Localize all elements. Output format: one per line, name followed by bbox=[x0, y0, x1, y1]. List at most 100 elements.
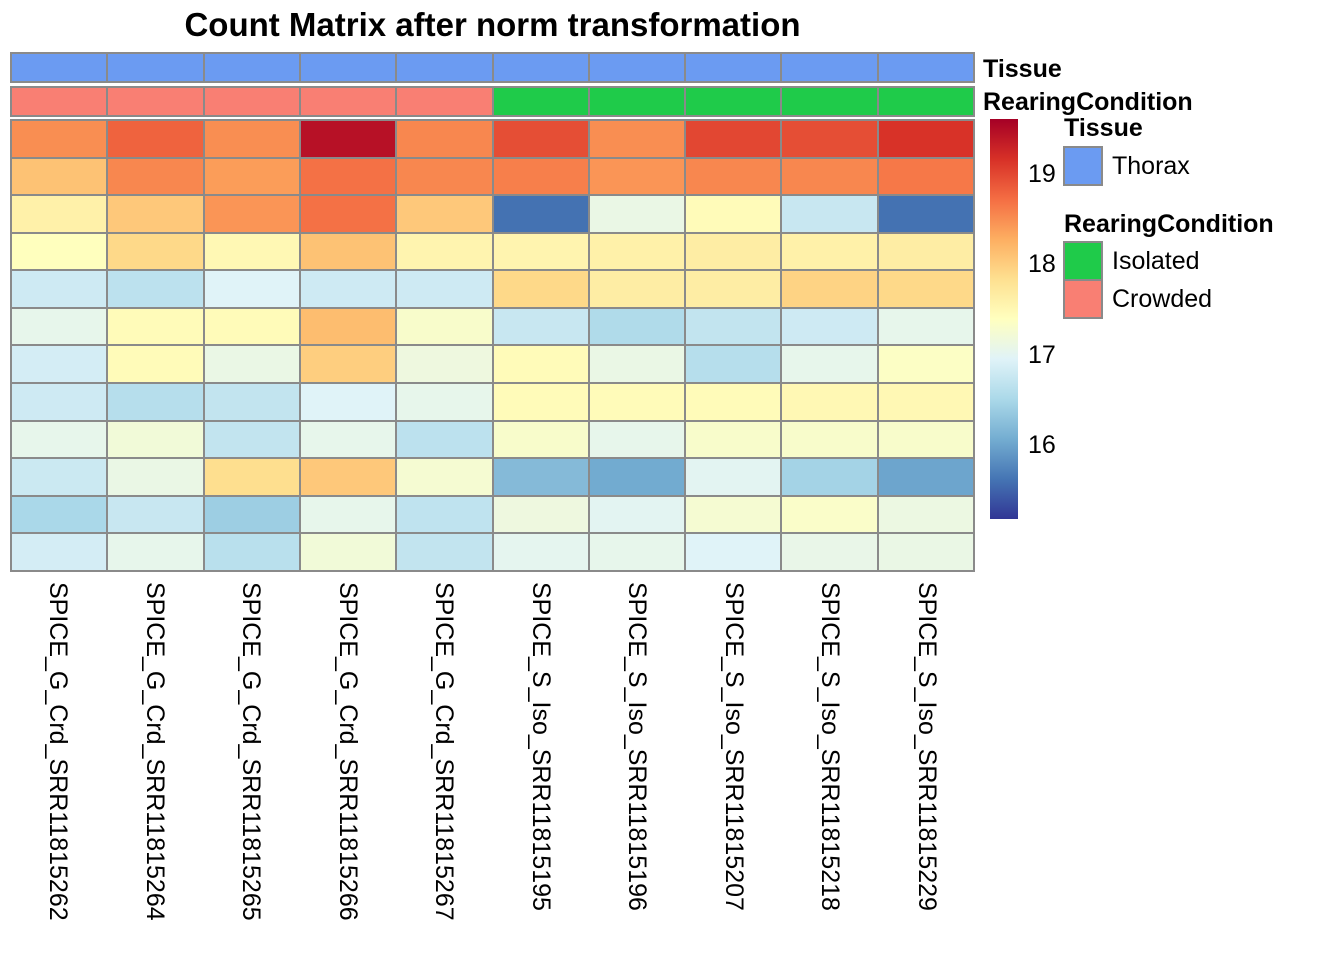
heatmap-cell bbox=[493, 534, 588, 570]
heatmap-cell bbox=[204, 384, 299, 420]
heatmap-cell bbox=[686, 384, 781, 420]
heatmap-cell bbox=[300, 346, 396, 383]
heatmap-cell bbox=[493, 121, 588, 157]
annotation-cell-thorax bbox=[782, 54, 877, 81]
heatmap-cell bbox=[204, 346, 299, 383]
heatmap-cell bbox=[108, 233, 203, 270]
heatmap-cell bbox=[300, 534, 396, 570]
heatmap-cell bbox=[589, 421, 685, 458]
column-label: SPICE_S_Iso_SRR11815195 bbox=[526, 582, 555, 911]
annotation-row-tissue bbox=[10, 52, 975, 83]
heatmap-cell bbox=[878, 308, 973, 345]
heatmap-cell bbox=[782, 158, 877, 195]
heatmap-cell bbox=[12, 233, 107, 270]
annotation-cell-thorax bbox=[397, 54, 492, 81]
annotation-cell-crowded bbox=[204, 88, 299, 115]
heatmap-cell bbox=[782, 121, 877, 157]
heatmap-matrix bbox=[10, 119, 975, 572]
heatmap-cell bbox=[878, 196, 973, 232]
heatmap-cell bbox=[782, 421, 877, 458]
annotation-cell-thorax bbox=[12, 54, 107, 81]
column-label: SPICE_G_Crd_SRR11815267 bbox=[430, 582, 459, 921]
heatmap-cell bbox=[878, 384, 973, 420]
heatmap-cell bbox=[878, 421, 973, 458]
heatmap-cell bbox=[108, 121, 203, 157]
column-label: SPICE_S_Iso_SRR11815207 bbox=[719, 582, 748, 911]
heatmap-cell bbox=[878, 271, 973, 307]
heatmap-cell bbox=[782, 308, 877, 345]
heatmap-cell bbox=[493, 308, 588, 345]
heatmap-cell bbox=[589, 534, 685, 570]
annotation-cell-isolated bbox=[493, 88, 588, 115]
heatmap-cell bbox=[204, 121, 299, 157]
colorbar-tick-label: 17 bbox=[1028, 340, 1056, 369]
heatmap-cell bbox=[589, 459, 685, 495]
heatmap-cell bbox=[493, 158, 588, 195]
heatmap-cell bbox=[204, 496, 299, 533]
heatmap-cell bbox=[878, 158, 973, 195]
heatmap-cell bbox=[300, 121, 396, 157]
heatmap-cell bbox=[204, 271, 299, 307]
heatmap-cell bbox=[397, 158, 492, 195]
heatmap-cell bbox=[686, 421, 781, 458]
heatmap-cell bbox=[300, 308, 396, 345]
heatmap-cell bbox=[12, 459, 107, 495]
heatmap-cell bbox=[878, 496, 973, 533]
heatmap-cell bbox=[204, 534, 299, 570]
heatmap-cell bbox=[108, 308, 203, 345]
heatmap-cell bbox=[397, 308, 492, 345]
heatmap-cell bbox=[686, 271, 781, 307]
annotation-cell-thorax bbox=[108, 54, 203, 81]
annotation-cell-crowded bbox=[300, 88, 396, 115]
heatmap-cell bbox=[204, 421, 299, 458]
heatmap-cell bbox=[782, 233, 877, 270]
heatmap-cell bbox=[589, 308, 685, 345]
heatmap-cell bbox=[589, 121, 685, 157]
heatmap-cell bbox=[589, 158, 685, 195]
annotation-cell-thorax bbox=[300, 54, 396, 81]
heatmap-cell bbox=[493, 346, 588, 383]
heatmap-cell bbox=[300, 196, 396, 232]
heatmap-cell bbox=[108, 196, 203, 232]
heatmap-cell bbox=[589, 496, 685, 533]
heatmap-cell bbox=[589, 271, 685, 307]
heatmap-cell bbox=[300, 496, 396, 533]
heatmap-cell bbox=[589, 384, 685, 420]
heatmap-cell bbox=[12, 496, 107, 533]
heatmap-cell bbox=[108, 384, 203, 420]
annotation-cell-thorax bbox=[204, 54, 299, 81]
legend-title-rearingcondition: RearingCondition bbox=[1064, 210, 1274, 238]
heatmap-cell bbox=[397, 496, 492, 533]
heatmap-cell bbox=[300, 158, 396, 195]
heatmap-cell bbox=[782, 534, 877, 570]
colorbar-gradient bbox=[990, 119, 1018, 519]
column-label: SPICE_S_Iso_SRR11815229 bbox=[912, 582, 941, 911]
heatmap-cell bbox=[108, 534, 203, 570]
annotation-cell-isolated bbox=[686, 88, 781, 115]
heatmap-cell bbox=[300, 384, 396, 420]
heatmap-cell bbox=[12, 384, 107, 420]
heatmap-cell bbox=[397, 534, 492, 570]
legend-swatch-isolated bbox=[1063, 241, 1103, 281]
heatmap-cell bbox=[686, 233, 781, 270]
column-label: SPICE_S_Iso_SRR11815196 bbox=[623, 582, 652, 911]
heatmap-cell bbox=[397, 233, 492, 270]
heatmap-cell bbox=[204, 196, 299, 232]
heatmap-cell bbox=[397, 421, 492, 458]
heatmap-cell bbox=[300, 271, 396, 307]
heatmap-cell bbox=[493, 459, 588, 495]
annotation-cell-thorax bbox=[589, 54, 685, 81]
colorbar-tick-label: 16 bbox=[1028, 430, 1056, 459]
heatmap-cell bbox=[782, 196, 877, 232]
chart-title: Count Matrix after norm transformation bbox=[184, 6, 801, 43]
heatmap-cell bbox=[108, 346, 203, 383]
heatmap-cell bbox=[493, 196, 588, 232]
heatmap-cell bbox=[12, 308, 107, 345]
heatmap-cell bbox=[878, 121, 973, 157]
heatmap-cell bbox=[108, 421, 203, 458]
heatmap-cell bbox=[397, 459, 492, 495]
heatmap-cell bbox=[686, 308, 781, 345]
annotation-cell-crowded bbox=[397, 88, 492, 115]
annotation-cell-thorax bbox=[686, 54, 781, 81]
